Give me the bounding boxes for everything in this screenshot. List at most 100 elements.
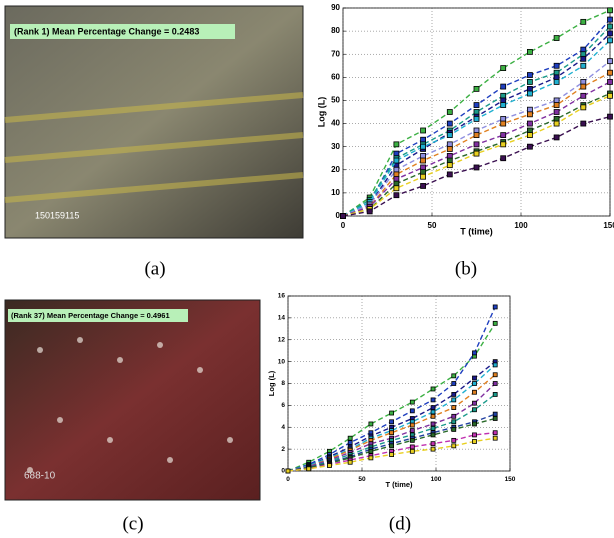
x-tick-label: 0 [286,476,290,483]
marker [554,36,559,41]
marker [447,172,452,177]
marker [472,401,476,405]
marker [493,412,497,416]
marker [348,441,352,445]
marker [452,420,456,424]
marker [369,449,373,453]
marker [608,38,613,43]
marker [452,406,456,410]
x-tick-label: 100 [514,221,528,230]
marker [501,156,506,161]
marker [472,351,476,355]
marker [493,321,497,325]
marker [527,112,532,117]
marker [452,382,456,386]
marker [472,439,476,443]
marker [608,24,613,29]
y-tick-label: 12 [278,336,286,343]
marker [581,63,586,68]
caption: (d) [389,513,411,534]
marker [394,158,399,163]
marker [421,174,426,179]
y-tick-label: 50 [331,96,340,105]
y-tick-label: 0 [336,211,341,220]
marker [493,392,497,396]
y-tick-label: 30 [331,142,340,151]
marker [367,209,372,214]
marker [431,387,435,391]
x-tick-label: 100 [431,476,442,483]
marker [527,121,532,126]
marker [452,427,456,431]
marker [390,431,394,435]
marker [410,409,414,413]
x-tick-label: 0 [341,221,346,230]
marker [431,414,435,418]
marker [501,133,506,138]
marker [431,398,435,402]
y-tick-label: 20 [331,165,340,174]
marker [608,93,613,98]
marker [410,449,414,453]
marker [447,110,452,115]
marker [421,128,426,133]
x-tick-label: 150 [603,221,614,230]
marker [369,422,373,426]
marker [472,408,476,412]
marker [394,142,399,147]
marker [390,411,394,415]
marker [452,374,456,378]
marker [452,392,456,396]
marker [431,422,435,426]
page: {"photos": [ {"label": "(Rank 1) Mean Pe… [0,0,614,538]
marker [410,445,414,449]
marker [472,422,476,426]
y-tick-label: 90 [331,3,340,12]
caption: (c) [122,513,143,534]
photo-id: 150159115 [35,210,79,220]
marker [581,93,586,98]
marker [581,105,586,110]
marker [474,86,479,91]
y-axis-label: Log (L) [316,97,326,128]
marker [421,144,426,149]
y-tick-label: 60 [331,72,340,81]
marker [493,363,497,367]
marker [431,442,435,446]
marker [447,133,452,138]
marker [581,19,586,24]
marker [581,84,586,89]
marker [447,146,452,151]
marker [474,165,479,170]
marker [474,142,479,147]
marker [286,469,290,473]
marker [493,382,497,386]
caption: (a) [144,258,165,279]
marker [493,436,497,440]
x-axis-label: T (time) [460,226,493,236]
marker [527,91,532,96]
marker [390,444,394,448]
marker [581,56,586,61]
y-tick-label: 2 [281,446,285,453]
marker [501,121,506,126]
marker [608,31,613,36]
y-tick-label: 6 [281,402,285,409]
marker [307,467,311,471]
marker [554,79,559,84]
marker [348,460,352,464]
marker [431,410,435,414]
marker [394,186,399,191]
marker [472,382,476,386]
marker [474,133,479,138]
y-tick-label: 40 [331,119,340,128]
y-tick-label: 16 [278,293,286,300]
marker [501,142,506,147]
caption: (b) [455,258,477,279]
marker [474,103,479,108]
marker [493,305,497,309]
marker [501,84,506,89]
marker [493,373,497,377]
marker [390,453,394,457]
y-tick-label: 70 [331,49,340,58]
